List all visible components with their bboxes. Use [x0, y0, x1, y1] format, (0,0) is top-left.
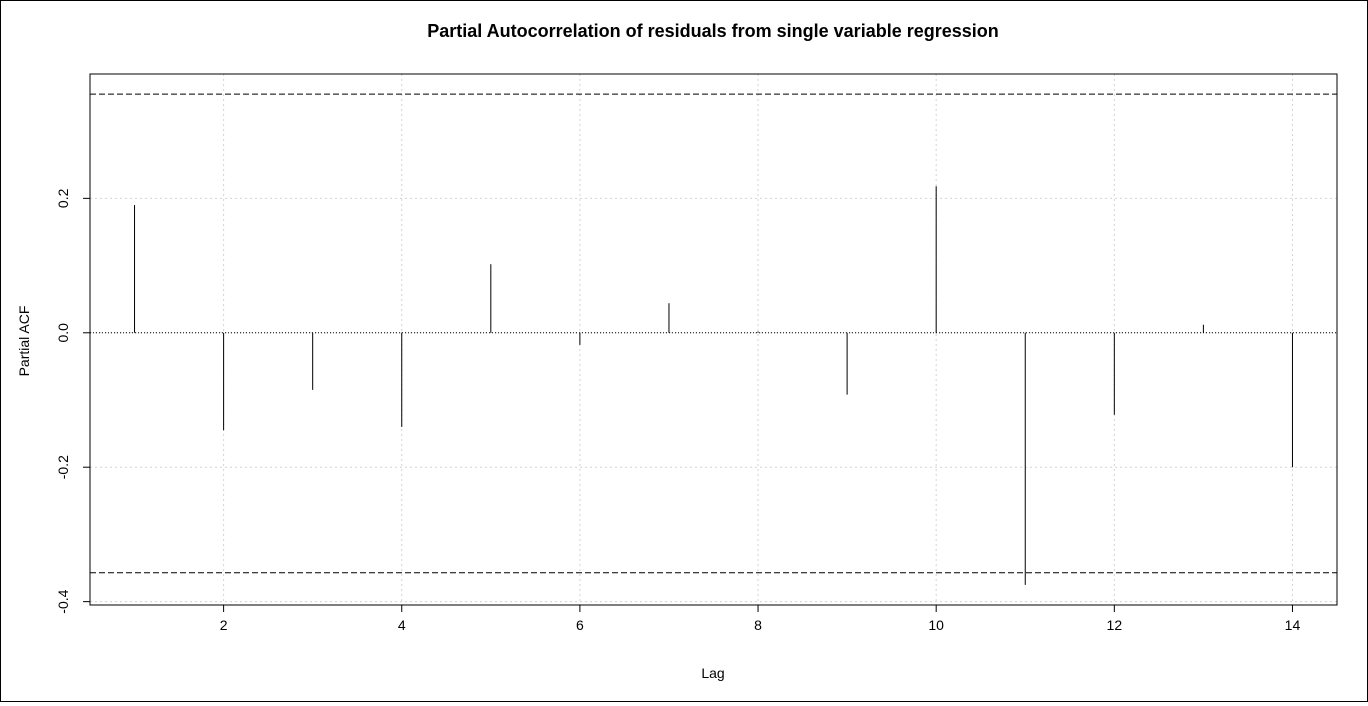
- x-axis-label: Lag: [701, 665, 724, 681]
- y-tick-label: 0.2: [55, 188, 71, 208]
- x-axis: 2 4 6 8 10 12 14: [220, 605, 1301, 633]
- x-tick-label: 2: [220, 617, 228, 633]
- y-tick-label: 0.0: [55, 323, 71, 343]
- pacf-bars: [134, 186, 1293, 585]
- y-axis: -0.4 -0.2 0.0 0.2: [55, 188, 90, 614]
- chart-title: Partial Autocorrelation of residuals fro…: [427, 21, 999, 41]
- x-tick-label: 4: [398, 617, 406, 633]
- y-tick-label: -0.4: [55, 589, 71, 613]
- grid-lines: [90, 74, 1337, 605]
- plot-border: [89, 73, 1338, 606]
- y-axis-label: Partial ACF: [16, 306, 32, 377]
- x-tick-label: 12: [1107, 617, 1123, 633]
- x-tick-label: 14: [1285, 617, 1301, 633]
- confidence-bounds: [90, 93, 1337, 574]
- x-tick-label: 8: [754, 617, 762, 633]
- x-tick-label: 10: [928, 617, 944, 633]
- y-tick-label: -0.2: [55, 455, 71, 479]
- x-tick-label: 6: [576, 617, 584, 633]
